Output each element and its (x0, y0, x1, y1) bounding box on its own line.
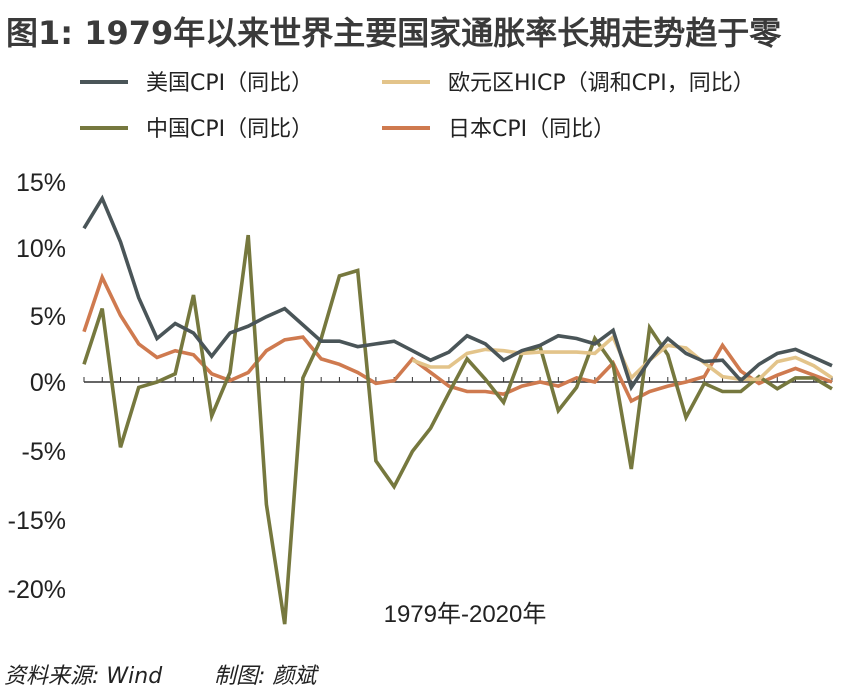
author-note: 制图: 颜斌 (214, 664, 317, 689)
source-note: 资料来源: Wind (4, 664, 163, 689)
y-tick-label: 15% (16, 169, 66, 197)
legend-label: 美国CPI（同比） (146, 71, 313, 96)
series-line (82, 194, 833, 392)
y-tick-label: -5% (22, 438, 66, 466)
axes: 15% 10% 5% 0% -5% -15% -20% (8, 169, 833, 604)
y-tick-label: -20% (8, 576, 66, 604)
legend-label: 日本CPI（同比） (448, 117, 615, 142)
y-tick-label: -15% (8, 507, 66, 535)
x-axis-label: 1979年-2020年 (384, 601, 547, 628)
series-line (82, 234, 833, 625)
series-line (82, 272, 833, 404)
series-lines (82, 194, 834, 625)
legend-label: 中国CPI（同比） (146, 117, 313, 142)
legend: 美国CPI（同比） 欧元区HICP（调和CPI，同比） 中国CPI（同比） 日本CPI… (80, 71, 755, 142)
y-tick-label: 0% (30, 369, 66, 397)
y-tick-label: 5% (30, 303, 66, 331)
y-tick-label: 10% (16, 235, 66, 263)
chart-title: 图1: 1979年以来世界主要国家通胀率长期走势趋于零 (6, 14, 782, 52)
legend-label: 欧元区HICP（调和CPI，同比） (448, 71, 755, 96)
